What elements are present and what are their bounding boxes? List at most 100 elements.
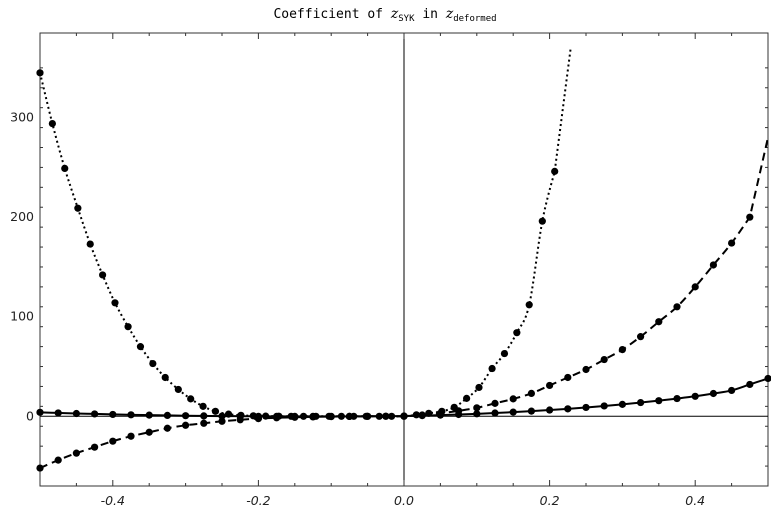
chart-title: Coefficient of zSYK in zdeformed: [273, 6, 496, 24]
data-point-dashed: [382, 412, 390, 420]
series-line-dotted: [40, 47, 572, 418]
data-point-solid: [709, 389, 718, 398]
data-point-solid: [91, 410, 99, 418]
title-symbol-2: z: [445, 6, 454, 22]
data-point-dotted: [538, 217, 546, 225]
data-point-dotted: [275, 412, 283, 420]
data-point-solid: [163, 411, 171, 420]
data-point-dashed: [473, 404, 481, 412]
data-point-solid: [145, 411, 153, 419]
data-point-dashed: [109, 437, 117, 445]
data-point-dotted: [513, 329, 521, 337]
title-subscript-2: deformed: [453, 14, 496, 24]
data-point-dashed: [218, 417, 226, 425]
data-point-dotted: [61, 164, 69, 173]
data-point-dashed: [546, 381, 554, 390]
data-point-solid: [473, 410, 481, 418]
data-point-solid: [109, 410, 117, 419]
data-point-dotted: [337, 412, 345, 420]
data-point-dashed: [163, 424, 171, 432]
data-point-solid: [218, 412, 226, 420]
data-point-dotted: [325, 412, 333, 420]
data-point-dotted: [388, 412, 396, 420]
data-point-dotted: [350, 412, 358, 420]
x-tick-label: 0.2: [540, 493, 560, 508]
data-point-dotted: [211, 407, 220, 415]
series-markers-dotted: [36, 69, 559, 420]
data-point-dashed: [728, 239, 736, 247]
data-point-dashed: [691, 283, 699, 291]
data-point-dotted: [36, 69, 44, 77]
data-point-dotted: [362, 412, 370, 420]
series-line-dashed: [40, 137, 768, 469]
data-point-solid: [764, 374, 771, 383]
data-point-solid: [54, 409, 62, 417]
data-point-dotted: [48, 120, 56, 128]
data-point-dashed: [746, 213, 754, 221]
data-point-dashed: [491, 399, 499, 407]
data-point-solid: [618, 400, 627, 408]
y-tick-label: 300: [10, 110, 34, 125]
data-point-dotted: [262, 412, 270, 420]
data-point-dotted: [475, 383, 483, 392]
data-point-dotted: [124, 323, 132, 331]
x-tick-label: -0.4: [101, 493, 125, 508]
data-point-solid: [600, 402, 608, 410]
data-point-dotted: [375, 412, 383, 420]
data-point-solid: [36, 408, 44, 416]
data-point-dashed: [600, 355, 608, 364]
data-point-solid: [691, 392, 699, 400]
series-layer: [36, 47, 771, 472]
data-point-dashed: [709, 261, 718, 269]
data-point-dashed: [655, 318, 663, 326]
data-point-dashed: [509, 395, 517, 403]
data-point-dotted: [99, 271, 107, 279]
title-symbol-1: z: [390, 6, 399, 22]
data-point-dotted: [237, 411, 245, 419]
data-point-dotted: [149, 359, 157, 368]
data-point-dotted: [525, 301, 533, 309]
data-point-dashed: [618, 346, 627, 354]
data-point-dashed: [582, 365, 590, 374]
data-point-dotted: [400, 412, 408, 420]
data-point-solid: [564, 405, 572, 413]
data-point-dashed: [673, 303, 681, 311]
data-point-solid: [72, 409, 80, 418]
data-point-dotted: [488, 364, 496, 373]
data-point-dashed: [527, 389, 536, 398]
data-point-solid: [491, 409, 499, 417]
data-point-dotted: [425, 409, 433, 417]
data-point-dotted: [136, 343, 145, 351]
data-point-solid: [182, 412, 190, 420]
data-point-solid: [582, 403, 590, 412]
data-point-dotted: [412, 411, 420, 419]
data-point-dashed: [72, 449, 80, 457]
data-point-solid: [127, 411, 135, 419]
data-point-dotted: [312, 412, 320, 420]
x-tick-label: 0.0: [394, 493, 414, 508]
ticks: -0.4 -0.2 0.0 0.2 0.4 0 100 200 300: [10, 33, 769, 508]
data-point-dotted: [287, 412, 295, 420]
data-point-dotted: [500, 349, 509, 358]
data-point-solid: [637, 398, 645, 407]
data-point-dotted: [438, 407, 446, 415]
data-point-dashed: [182, 421, 190, 429]
data-point-dotted: [174, 385, 182, 394]
x-tick-label: -0.2: [246, 493, 270, 508]
data-point-dashed: [200, 419, 208, 427]
x-tick-label: 0.4: [685, 493, 705, 508]
data-point-dashed: [54, 456, 62, 464]
data-point-solid: [527, 407, 536, 415]
data-point-solid: [509, 408, 517, 416]
data-point-solid: [673, 394, 681, 403]
data-point-dotted: [187, 395, 195, 403]
series-markers-dashed: [36, 213, 754, 472]
data-point-dashed: [91, 443, 99, 451]
title-prefix: Coefficient of: [273, 7, 390, 22]
data-point-solid: [546, 406, 554, 414]
data-point-dashed: [145, 428, 153, 436]
data-point-dotted: [551, 167, 559, 175]
data-point-dotted: [463, 394, 471, 402]
y-tick-label: 200: [10, 209, 34, 224]
